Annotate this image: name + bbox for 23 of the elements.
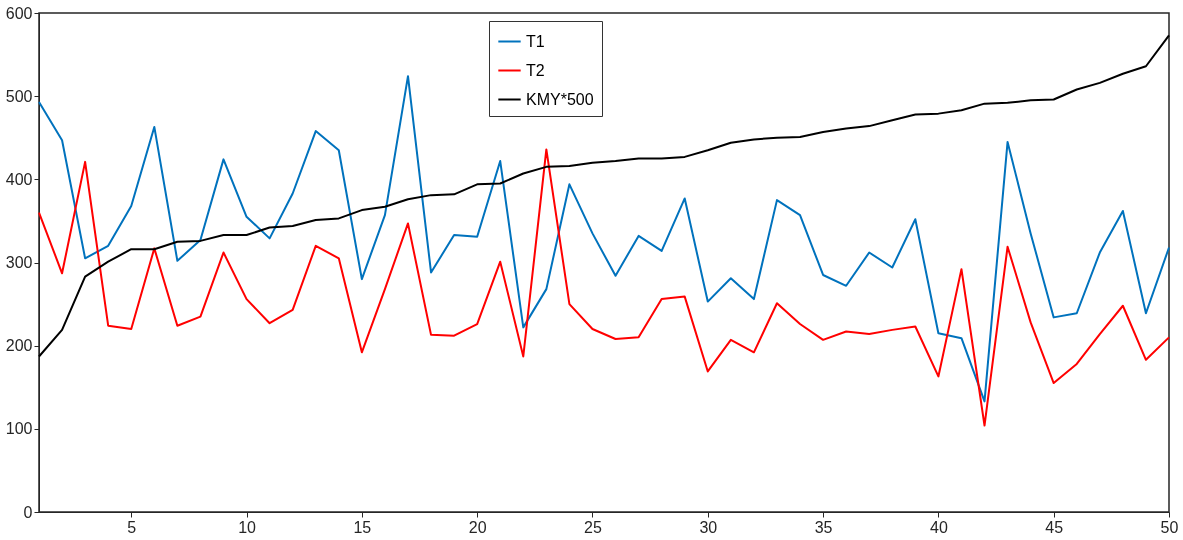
y-tick-label: 600 — [5, 4, 33, 22]
line-series — [38, 34, 1170, 358]
y-tick-label: 500 — [5, 87, 33, 105]
legend-label: T2 — [526, 61, 545, 79]
x-tick-label: 40 — [929, 518, 948, 536]
line-series — [38, 148, 1170, 427]
x-tick-label: 45 — [1045, 518, 1064, 536]
line-series — [38, 75, 1170, 403]
x-tick-label: 35 — [814, 518, 833, 536]
y-tick-label: 100 — [5, 420, 33, 438]
x-tick-label: 25 — [584, 518, 602, 536]
y-tick-label: 300 — [5, 254, 33, 271]
x-tick-label: 20 — [468, 518, 487, 536]
y-tick-label: 200 — [5, 337, 33, 355]
legend-label: KMY*500 — [526, 90, 594, 108]
x-tick-label: 50 — [1160, 518, 1179, 536]
y-tick-label: 0 — [23, 503, 33, 521]
legend-label: T1 — [526, 32, 545, 50]
x-tick-label: 5 — [127, 518, 137, 536]
y-tick-label: 400 — [5, 170, 33, 188]
x-tick-label: 10 — [238, 518, 257, 536]
x-tick-label: 30 — [699, 518, 718, 536]
x-tick-label: 15 — [353, 518, 372, 536]
